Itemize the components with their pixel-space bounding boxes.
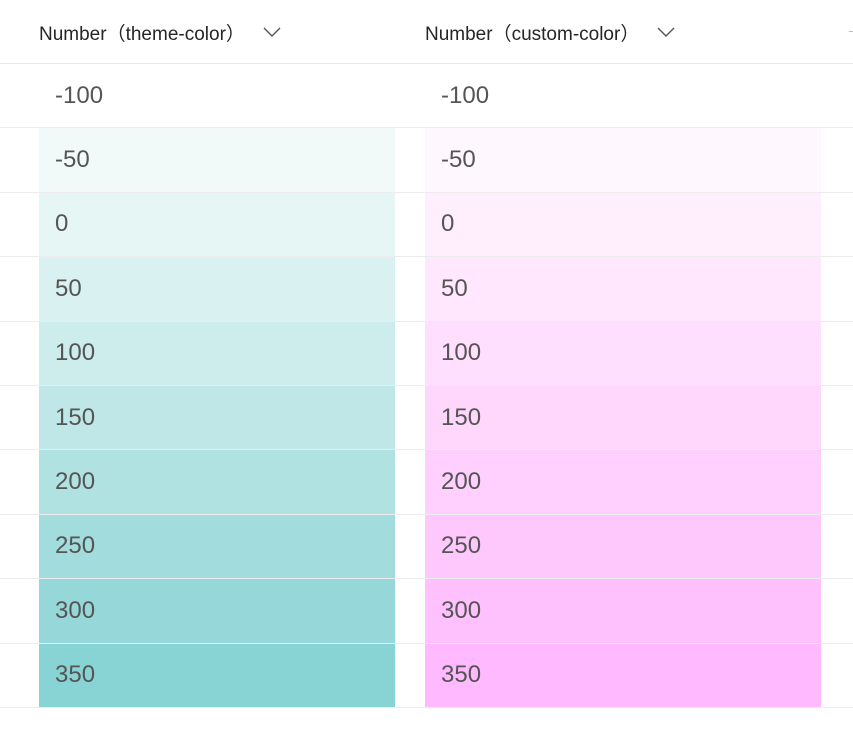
chevron-down-icon[interactable] (263, 26, 281, 38)
cell-theme-color: -100 (39, 64, 395, 128)
cell-theme-color: -50 (39, 128, 395, 192)
table-row: 300 300 (0, 579, 853, 644)
cell-custom-color: 0 (425, 192, 821, 257)
table-row: 200 200 (0, 450, 853, 515)
cell-theme-color: 100 (39, 321, 395, 385)
table-row: 150 150 (0, 385, 853, 451)
next-column-edge (849, 31, 853, 32)
table-row: -100 -100 (0, 64, 853, 129)
cell-custom-color: 50 (425, 257, 821, 321)
cell-custom-color: 150 (425, 385, 821, 450)
table-row: 250 250 (0, 514, 853, 580)
cell-custom-color: 350 (425, 643, 821, 707)
cell-custom-color: 100 (425, 321, 821, 385)
table-row: 100 100 (0, 321, 853, 386)
column-header-label: Number（theme-color） (39, 23, 245, 45)
cell-custom-color: 300 (425, 579, 821, 643)
cell-custom-color: -100 (425, 64, 821, 128)
column-header-theme-color[interactable]: Number（theme-color） (39, 0, 281, 64)
table-row: -50 -50 (0, 128, 853, 193)
column-header-custom-color[interactable]: Number（custom-color） (425, 0, 675, 64)
table-row: 350 350 (0, 643, 853, 708)
cell-theme-color: 50 (39, 257, 395, 321)
cell-theme-color: 0 (39, 192, 395, 257)
table-header: Number（theme-color） Number（custom-color） (0, 0, 853, 64)
cell-custom-color: 200 (425, 450, 821, 514)
cell-custom-color: 250 (425, 514, 821, 579)
cell-theme-color: 350 (39, 643, 395, 707)
cell-theme-color: 200 (39, 450, 395, 514)
table-body: -100 -100 -50 -50 0 0 50 50 100 100 150 150 200 200 25… (0, 64, 853, 708)
cell-theme-color: 250 (39, 514, 395, 579)
table-row: 50 50 (0, 257, 853, 322)
cell-theme-color: 150 (39, 385, 395, 450)
chevron-down-icon[interactable] (657, 26, 675, 38)
cell-custom-color: -50 (425, 128, 821, 192)
column-header-label: Number（custom-color） (425, 23, 640, 45)
cell-theme-color: 300 (39, 579, 395, 643)
